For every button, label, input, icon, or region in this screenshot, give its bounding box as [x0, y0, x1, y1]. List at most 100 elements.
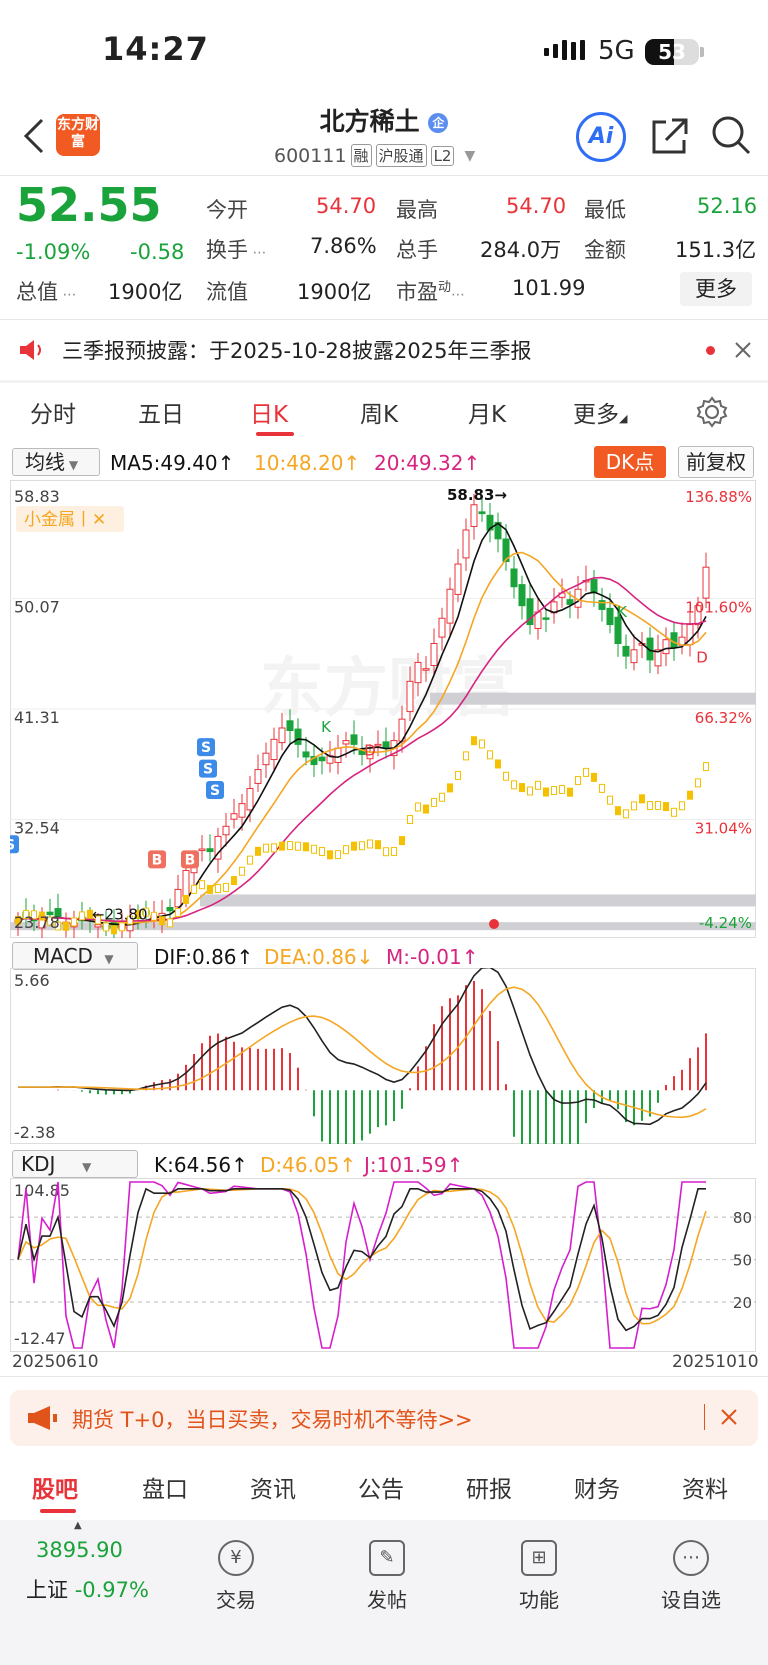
- overlay-candle: [303, 842, 309, 852]
- macd-chart[interactable]: 5.66 -2.38: [10, 968, 756, 1144]
- more-button[interactable]: 更多: [680, 272, 752, 306]
- post-button[interactable]: ✎ 发帖: [332, 1540, 442, 1613]
- ma-selector[interactable]: 均线 ▼: [12, 448, 100, 476]
- overlay-candle: [39, 911, 45, 921]
- overlay-candle: [519, 783, 525, 793]
- candle-body: [94, 924, 102, 928]
- overlay-candle: [575, 776, 581, 786]
- functions-label: 功能: [519, 1588, 559, 1612]
- d-value: D:46.05↑: [260, 1153, 357, 1177]
- signal-label: B: [185, 852, 196, 868]
- close-icon[interactable]: [734, 341, 752, 359]
- kdj-level-label: 50: [733, 1252, 752, 1270]
- y-axis-label: 5.66: [14, 971, 50, 990]
- tab-five-day[interactable]: 五日: [138, 402, 184, 428]
- ai-button[interactable]: Ai: [576, 112, 626, 162]
- tab-orderbook[interactable]: 盘口: [142, 1477, 188, 1503]
- tab-intraday[interactable]: 分时: [30, 402, 76, 428]
- candle-body: [606, 607, 614, 626]
- candle-body: [342, 740, 350, 745]
- back-icon[interactable]: [22, 118, 46, 154]
- candle-body: [374, 743, 382, 747]
- battery-icon: 53: [645, 39, 699, 65]
- notice-bar[interactable]: 三季报预披露：于2025-10-28披露2025年三季报: [0, 320, 768, 380]
- search-icon[interactable]: [710, 114, 752, 156]
- info-icon[interactable]: ⋯: [58, 287, 77, 303]
- macd-selector[interactable]: MACD ▼: [12, 942, 138, 970]
- caret-up-icon: ▲: [74, 1520, 82, 1531]
- overlay-candle: [447, 783, 453, 793]
- tab-more-label: 更多: [573, 402, 619, 428]
- battery-level: 53: [658, 40, 686, 64]
- candle-body: [454, 563, 462, 595]
- speaker-icon: [20, 340, 41, 360]
- candle-body: [526, 598, 534, 626]
- mktcap-label: 总值: [16, 280, 58, 304]
- dea-line: [18, 986, 707, 1119]
- tab-more[interactable]: 更多◢: [573, 402, 628, 428]
- m-value: M:-0.01↑: [386, 945, 479, 969]
- tab-profile[interactable]: 资料: [682, 1477, 728, 1503]
- watermark: 东方财富: [260, 652, 516, 726]
- candle-body: [430, 642, 438, 667]
- overlay-candle: [407, 815, 413, 825]
- turnover-label: 换手: [206, 238, 248, 262]
- grid-icon: ⊞: [521, 1540, 557, 1576]
- overlay-candle: [455, 770, 461, 780]
- info-icon[interactable]: ⋯: [248, 245, 267, 261]
- index-quote[interactable]: 上证 -0.97%: [26, 1574, 149, 1604]
- stock-header: 东方财富 北方稀土 企 600111 融 沪股通 L2 ▼ Ai: [0, 100, 768, 176]
- close-icon[interactable]: [720, 1408, 738, 1426]
- candle-body: [622, 645, 630, 657]
- candle-body: [598, 600, 606, 610]
- overlay-candle: [287, 841, 293, 851]
- macd-selector-label: MACD: [33, 944, 93, 968]
- settings-gear-icon[interactable]: [696, 396, 728, 428]
- functions-button[interactable]: ⊞ 功能: [484, 1540, 594, 1613]
- dif-value: DIF:0.86↑: [154, 945, 254, 969]
- overlay-candle: [527, 786, 533, 796]
- trade-button[interactable]: ¥ 交易: [181, 1540, 291, 1613]
- chart-frame: [10, 968, 756, 1144]
- adjust-button[interactable]: 前复权: [678, 446, 754, 478]
- tab-daily-k[interactable]: 日K: [250, 402, 289, 428]
- candle-body: [414, 661, 422, 684]
- change-amount: -0.58: [130, 240, 185, 264]
- y-axis-label: 58.83: [14, 487, 60, 506]
- promo-banner[interactable]: 期货 T+0，当日买卖，交易时机不等待>>: [10, 1390, 758, 1446]
- info-icon[interactable]: ⋯: [451, 287, 466, 303]
- overlay-candle: [671, 807, 677, 817]
- chevron-down-icon[interactable]: ▼: [464, 147, 476, 164]
- overlay-candle: [199, 880, 205, 890]
- k-value: K:64.56↑: [154, 1153, 248, 1177]
- overlay-candle: [159, 916, 165, 926]
- signal-label: S: [201, 740, 211, 756]
- index-value[interactable]: 3895.90: [36, 1538, 123, 1562]
- tab-forum[interactable]: 股吧: [32, 1477, 78, 1503]
- candle-body: [446, 588, 454, 624]
- index-change: -0.97%: [74, 1578, 149, 1602]
- tab-news[interactable]: 资讯: [250, 1477, 296, 1503]
- share-icon[interactable]: [650, 116, 690, 156]
- candle-body: [286, 720, 294, 732]
- tab-weekly-k[interactable]: 周K: [360, 402, 399, 428]
- tab-research[interactable]: 研报: [466, 1477, 512, 1503]
- high-label: 最高: [396, 198, 438, 222]
- overlay-candle: [487, 750, 493, 760]
- tab-financials[interactable]: 财务: [574, 1477, 620, 1503]
- overlay-candle: [23, 909, 29, 919]
- signal-icon: [544, 40, 585, 60]
- signal-badge: [199, 759, 217, 778]
- overlay-candle: [191, 884, 197, 894]
- kdj-selector[interactable]: KDJ ▼: [12, 1150, 138, 1178]
- candle-body: [302, 751, 310, 758]
- candle-body: [646, 637, 654, 661]
- tab-announcements[interactable]: 公告: [358, 1477, 404, 1503]
- candle-body: [590, 579, 598, 594]
- add-watchlist-button[interactable]: ⋯ 设自选: [636, 1540, 746, 1613]
- kdj-chart[interactable]: 80 50 20 104.85 -12.47: [10, 1178, 756, 1352]
- overlay-candle: [631, 801, 637, 811]
- candlestick-chart[interactable]: 东方财富 58.83 50.07 41.31 32.54 23.78 136.88% 101.…: [10, 480, 756, 938]
- tab-monthly-k[interactable]: 月K: [468, 402, 507, 428]
- dk-point-button[interactable]: DK点: [594, 446, 666, 478]
